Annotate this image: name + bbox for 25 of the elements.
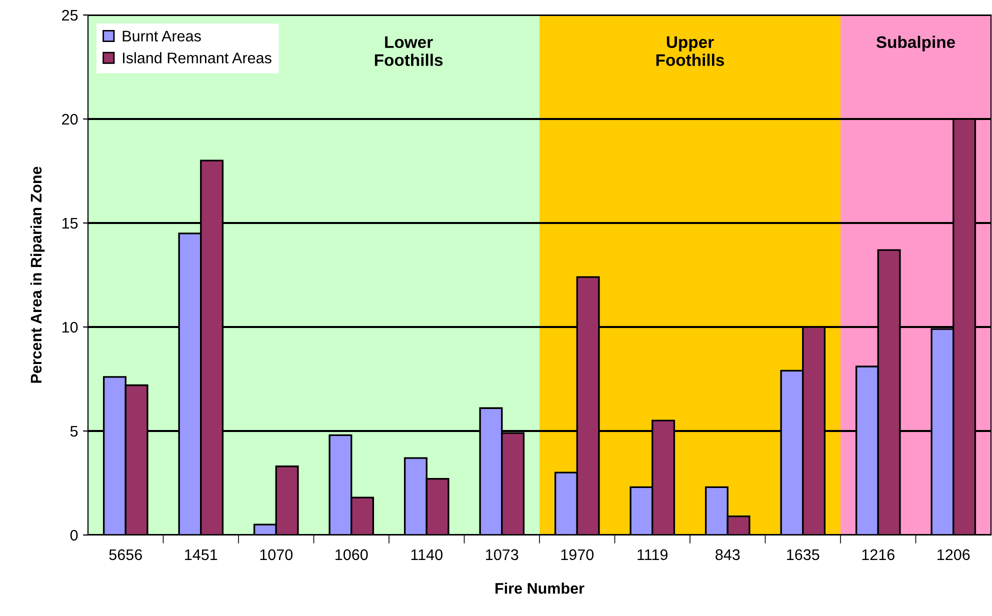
band-label: Subalpine [876, 36, 956, 52]
x-tick-label: 1070 [260, 549, 293, 560]
x-tick-label: 1216 [862, 549, 894, 560]
x-tick-label: 1119 [638, 549, 668, 560]
y-tick-label: 0 [70, 530, 78, 541]
y-tick-label: 10 [62, 322, 78, 333]
x-tick-label: 1206 [938, 549, 970, 560]
y-tick-label: 15 [62, 218, 78, 229]
x-tick-label: 1073 [486, 549, 518, 560]
x-tick-label: 843 [716, 549, 740, 560]
band-label: Upper Foothills [656, 36, 724, 66]
y-tick-label: 5 [70, 426, 78, 437]
legend-label: Island Remnant Areas [123, 52, 272, 64]
x-tick-label: 1635 [787, 549, 820, 560]
y-tick-label: 25 [62, 10, 78, 21]
x-tick-label: 5656 [109, 549, 142, 560]
x-axis-title: Fire Number [496, 582, 584, 594]
x-tick-label: 1451 [185, 549, 218, 560]
x-tick-label: 1140 [411, 549, 442, 560]
legend-label: Burnt Areas [122, 30, 201, 42]
x-tick-label: 1970 [561, 549, 594, 560]
x-tick-label: 1060 [336, 549, 368, 560]
y-tick-label: 20 [62, 114, 78, 125]
band-label: Lower Foothills [374, 36, 443, 66]
y-axis-title: Percent Area in Riparian Zone [30, 166, 45, 383]
